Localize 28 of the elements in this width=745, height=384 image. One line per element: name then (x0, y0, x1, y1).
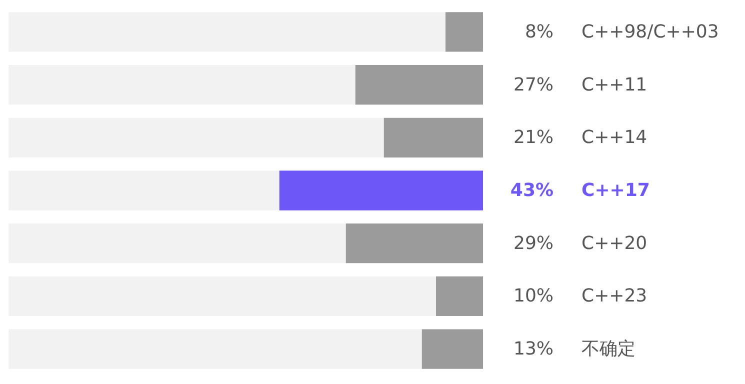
bar (8, 276, 436, 316)
y-tick-label: C++11 (582, 74, 648, 96)
bar (8, 224, 346, 264)
bar (446, 12, 483, 52)
bar (355, 64, 483, 105)
bar (8, 118, 384, 158)
y-tick-label: C++20 (582, 232, 648, 254)
bar (422, 329, 483, 369)
data-label: 8% (524, 21, 554, 42)
y-tick-label: C++14 (582, 127, 648, 148)
bar (8, 329, 422, 369)
bar (346, 224, 483, 264)
bar (8, 170, 280, 210)
y-tick-label: C++23 (582, 286, 648, 307)
bar (8, 12, 446, 52)
bar (436, 276, 483, 316)
y-tick-label: C++17 (582, 180, 650, 201)
data-label: 21% (513, 127, 554, 148)
bar (279, 170, 483, 210)
data-label: 13% (513, 338, 554, 360)
bar (384, 118, 483, 158)
data-label: 29% (513, 232, 554, 254)
y-tick-label: 不确定 (582, 338, 636, 360)
data-label: 27% (513, 74, 554, 96)
data-label: 10% (513, 286, 554, 307)
y-tick-label: C++98/C++03 (582, 21, 719, 42)
data-label: 43% (510, 180, 554, 201)
bar (8, 64, 356, 105)
